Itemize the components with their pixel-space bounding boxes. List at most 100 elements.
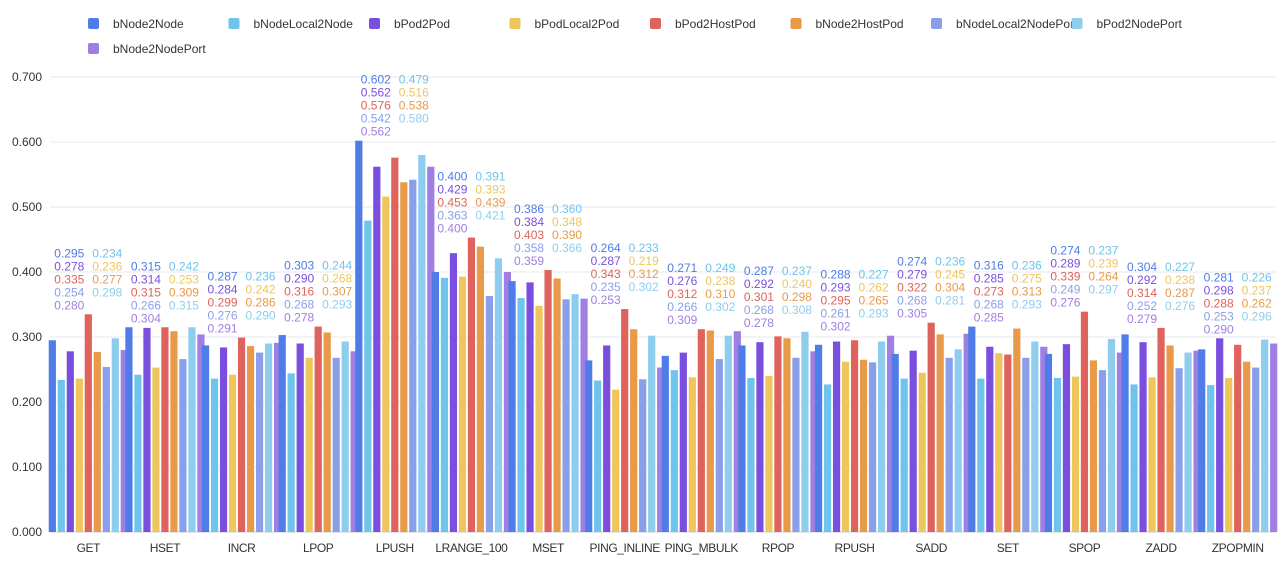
bar	[102, 366, 110, 532]
bar	[792, 357, 800, 532]
bar	[1107, 338, 1116, 532]
bar	[661, 355, 669, 532]
data-label: 0.576	[361, 99, 391, 113]
data-label: 0.562	[361, 86, 391, 100]
data-label: 0.268	[974, 298, 1004, 312]
bar	[431, 272, 440, 532]
data-label: 0.284	[208, 283, 238, 297]
data-label: 0.302	[705, 300, 735, 314]
data-label: 0.400	[437, 222, 467, 236]
data-label: 0.322	[897, 281, 927, 295]
y-tick-label: 0.400	[12, 265, 42, 279]
bar	[657, 367, 665, 532]
bar	[1121, 334, 1129, 532]
data-label: 0.242	[169, 259, 199, 273]
bar	[296, 343, 304, 532]
data-label: 0.391	[475, 170, 505, 184]
data-label: 0.273	[974, 285, 1004, 299]
bar	[246, 346, 255, 532]
data-label: 0.287	[591, 254, 621, 268]
legend-label: bNode2Node	[113, 17, 184, 31]
data-label: 0.293	[1012, 298, 1042, 312]
bar	[314, 326, 322, 532]
bar	[639, 379, 647, 532]
bar	[1261, 339, 1269, 532]
bar	[715, 359, 723, 532]
bar	[850, 340, 859, 532]
data-label: 0.268	[744, 303, 774, 317]
data-label: 0.239	[1088, 257, 1118, 271]
bar	[255, 352, 264, 532]
data-label: 0.390	[552, 228, 582, 242]
bar	[210, 378, 219, 532]
data-label: 0.602	[361, 73, 391, 87]
data-label: 0.308	[782, 303, 812, 317]
data-label: 0.366	[552, 241, 582, 255]
bar	[580, 298, 588, 532]
bar	[458, 276, 467, 532]
data-label: 0.335	[54, 272, 84, 286]
bar	[1116, 352, 1125, 532]
bar	[93, 351, 101, 532]
bar	[494, 258, 503, 532]
data-label: 0.244	[322, 259, 352, 273]
data-label: 0.292	[744, 277, 774, 291]
data-label: 0.290	[1204, 322, 1234, 336]
legend-label: bNodeLocal2NodePort	[956, 17, 1078, 31]
data-label: 0.421	[475, 209, 505, 223]
bar	[544, 270, 552, 532]
data-label: 0.238	[705, 274, 735, 288]
bar	[170, 331, 178, 532]
bar	[1252, 367, 1260, 532]
data-label: 0.287	[744, 264, 774, 278]
data-label: 0.249	[705, 261, 735, 275]
data-label: 0.288	[1204, 296, 1234, 310]
bar	[1234, 344, 1242, 532]
x-tick-label: HSET	[150, 541, 181, 555]
bar	[373, 166, 381, 532]
x-tick-label: ZPOPMIN	[1212, 541, 1264, 555]
bar	[1004, 354, 1012, 532]
legend-swatch	[88, 43, 99, 54]
data-label: 0.429	[437, 183, 467, 197]
bar	[1216, 338, 1224, 532]
data-label: 0.279	[1127, 312, 1157, 326]
data-label: 0.268	[284, 298, 314, 312]
data-label: 0.219	[629, 254, 659, 268]
data-label: 0.363	[437, 209, 467, 223]
data-label: 0.307	[322, 285, 352, 299]
bar	[517, 298, 525, 532]
data-label: 0.236	[92, 259, 122, 273]
data-label: 0.298	[92, 285, 122, 299]
data-label: 0.242	[246, 283, 276, 297]
data-label: 0.293	[859, 307, 889, 321]
data-label: 0.288	[821, 268, 851, 282]
bar	[774, 336, 782, 532]
data-label: 0.278	[744, 316, 774, 330]
bar	[995, 353, 1003, 532]
bar	[1207, 385, 1215, 532]
bar	[427, 166, 435, 532]
data-label: 0.304	[131, 311, 161, 325]
legend-label: bNode2NodePort	[113, 42, 206, 56]
bar	[323, 332, 331, 532]
bar	[418, 155, 426, 532]
data-label: 0.245	[935, 268, 965, 282]
bar	[724, 335, 732, 532]
data-label: 0.240	[782, 277, 812, 291]
data-label: 0.293	[322, 298, 352, 312]
x-tick-label: LPUSH	[376, 541, 414, 555]
data-label: 0.309	[667, 313, 697, 327]
bar	[968, 326, 976, 532]
bar	[1243, 361, 1251, 532]
data-label: 0.236	[935, 255, 965, 269]
legend-swatch	[369, 18, 380, 29]
data-label: 0.290	[284, 272, 314, 286]
y-tick-label: 0.000	[12, 525, 42, 539]
x-tick-label: SPOP	[1069, 541, 1101, 555]
bar	[823, 384, 832, 532]
y-tick-label: 0.600	[12, 135, 42, 149]
bar	[1071, 376, 1080, 532]
data-label: 0.262	[1242, 296, 1272, 310]
